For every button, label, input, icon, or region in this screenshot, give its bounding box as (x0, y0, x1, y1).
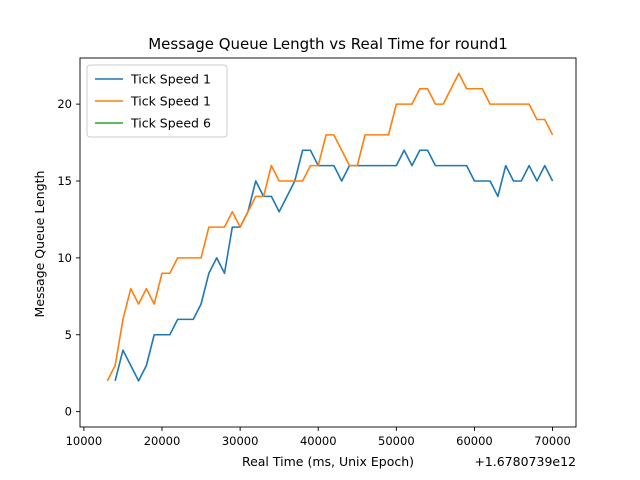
chart-title: Message Queue Length vs Real Time for ro… (148, 35, 508, 53)
y-tick-label: 15 (57, 174, 72, 188)
y-tick-label: 5 (65, 328, 72, 342)
legend-box (86, 64, 228, 138)
y-tick-label: 0 (65, 405, 72, 419)
y-tick-label: 10 (57, 251, 72, 265)
plot-area (106, 72, 554, 382)
series-line-1 (114, 149, 554, 382)
series-line-2 (106, 72, 554, 382)
x-tick-label: 70000 (534, 434, 571, 448)
x-tick-label: 60000 (456, 434, 493, 448)
x-tick-label: 20000 (144, 434, 181, 448)
y-tick-label: 20 (57, 97, 72, 111)
axes: 10000 20000 30000 40000 50000 60000 70000 0 5 10 1… (57, 57, 577, 448)
y-axis-label: Message Queue Length (32, 171, 47, 318)
x-tick-label: 50000 (378, 434, 415, 448)
plot-frame (79, 57, 577, 428)
x-axis-label: Real Time (ms, Unix Epoch) (242, 454, 414, 469)
legend-label-1: Tick Speed 1 (130, 72, 211, 87)
legend-label-2: Tick Speed 1 (130, 94, 211, 109)
legend: Tick Speed 1 Tick Speed 1 Tick Speed 6 (86, 64, 228, 138)
legend-label-3: Tick Speed 6 (130, 116, 211, 131)
x-tick-label: 10000 (66, 434, 103, 448)
x-axis-offset-label: +1.6780739e12 (474, 454, 576, 469)
x-tick-label: 30000 (222, 434, 259, 448)
x-tick-label: 40000 (300, 434, 337, 448)
